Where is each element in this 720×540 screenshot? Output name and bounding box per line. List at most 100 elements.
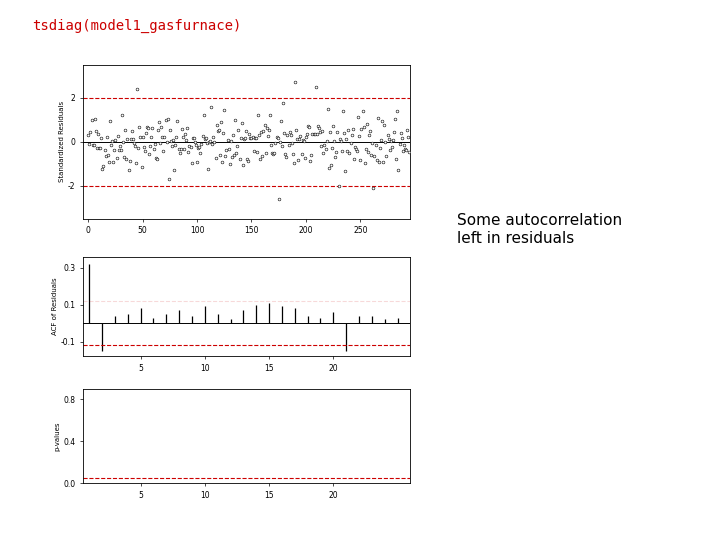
Point: [268, 150, 279, 159]
Point: [334, 134, 346, 143]
Point: [398, 140, 410, 149]
Point: [388, 128, 400, 137]
Point: [330, 153, 341, 161]
Point: [222, 136, 233, 145]
Point: [167, 136, 179, 145]
Point: [350, 144, 361, 153]
Point: [307, 130, 319, 139]
Point: [320, 144, 331, 153]
Point: [311, 129, 323, 138]
Point: [332, 128, 343, 137]
Point: [92, 130, 104, 138]
Point: [292, 155, 304, 164]
Point: [187, 133, 199, 142]
Point: [161, 138, 172, 146]
Point: [392, 165, 404, 174]
Point: [343, 125, 354, 134]
Point: [356, 124, 367, 133]
Point: [282, 131, 293, 139]
Point: [243, 156, 254, 165]
Point: [196, 140, 207, 149]
Point: [127, 135, 139, 144]
Point: [382, 131, 393, 139]
Point: [147, 124, 158, 132]
Point: [212, 127, 223, 136]
Point: [140, 129, 152, 137]
Point: [124, 157, 135, 165]
Point: [100, 152, 112, 160]
Point: [228, 151, 240, 159]
Point: [356, 107, 368, 116]
Point: [205, 102, 217, 111]
Point: [163, 175, 174, 184]
Point: [217, 129, 229, 138]
Point: [143, 124, 154, 133]
Point: [189, 137, 201, 146]
Point: [156, 123, 167, 132]
Point: [226, 153, 238, 161]
Point: [86, 116, 97, 124]
Point: [319, 141, 330, 150]
Point: [296, 150, 307, 159]
Point: [250, 133, 261, 142]
Point: [245, 133, 256, 142]
Point: [373, 158, 384, 166]
Point: [263, 126, 274, 134]
Point: [214, 151, 225, 159]
Point: [284, 127, 295, 136]
Point: [305, 151, 317, 159]
Point: [325, 160, 337, 169]
Point: [287, 150, 299, 158]
Point: [223, 145, 235, 153]
Point: [211, 121, 222, 130]
Point: [99, 145, 110, 154]
Point: [101, 133, 112, 141]
Point: [160, 116, 171, 124]
Point: [368, 184, 379, 192]
Point: [249, 134, 261, 143]
Point: [84, 139, 95, 148]
Point: [216, 158, 228, 166]
Point: [338, 129, 350, 137]
Point: [392, 378, 403, 387]
Point: [279, 150, 291, 158]
Point: [114, 141, 125, 150]
Point: [150, 153, 161, 162]
Point: [264, 110, 276, 119]
Point: [91, 144, 103, 153]
Point: [134, 123, 145, 131]
Point: [379, 377, 390, 386]
Point: [401, 125, 413, 134]
Point: [175, 145, 186, 153]
Point: [85, 128, 96, 137]
Point: [153, 118, 165, 127]
Point: [94, 144, 105, 153]
Point: [394, 140, 405, 149]
Point: [312, 121, 324, 130]
Point: [135, 132, 146, 141]
Point: [362, 147, 374, 156]
Point: [122, 165, 134, 174]
Point: [364, 126, 376, 135]
Point: [130, 141, 141, 150]
Point: [224, 160, 235, 168]
Point: [272, 133, 284, 142]
Point: [274, 137, 286, 146]
Point: [359, 159, 371, 168]
Point: [397, 146, 408, 155]
Point: [136, 163, 148, 171]
Point: [230, 115, 241, 124]
Point: [386, 143, 397, 152]
Point: [246, 134, 257, 143]
Point: [83, 130, 94, 139]
Point: [279, 129, 290, 137]
Point: [328, 137, 340, 145]
Point: [271, 132, 282, 141]
Point: [164, 126, 176, 134]
Point: [273, 194, 284, 203]
Point: [166, 141, 178, 150]
Point: [194, 149, 206, 158]
Point: [145, 142, 156, 151]
Point: [384, 146, 395, 154]
Point: [345, 139, 356, 148]
